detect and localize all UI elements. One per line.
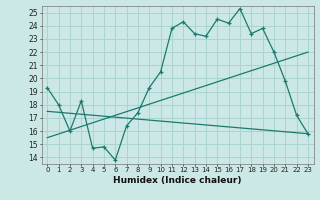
X-axis label: Humidex (Indice chaleur): Humidex (Indice chaleur) bbox=[113, 176, 242, 185]
